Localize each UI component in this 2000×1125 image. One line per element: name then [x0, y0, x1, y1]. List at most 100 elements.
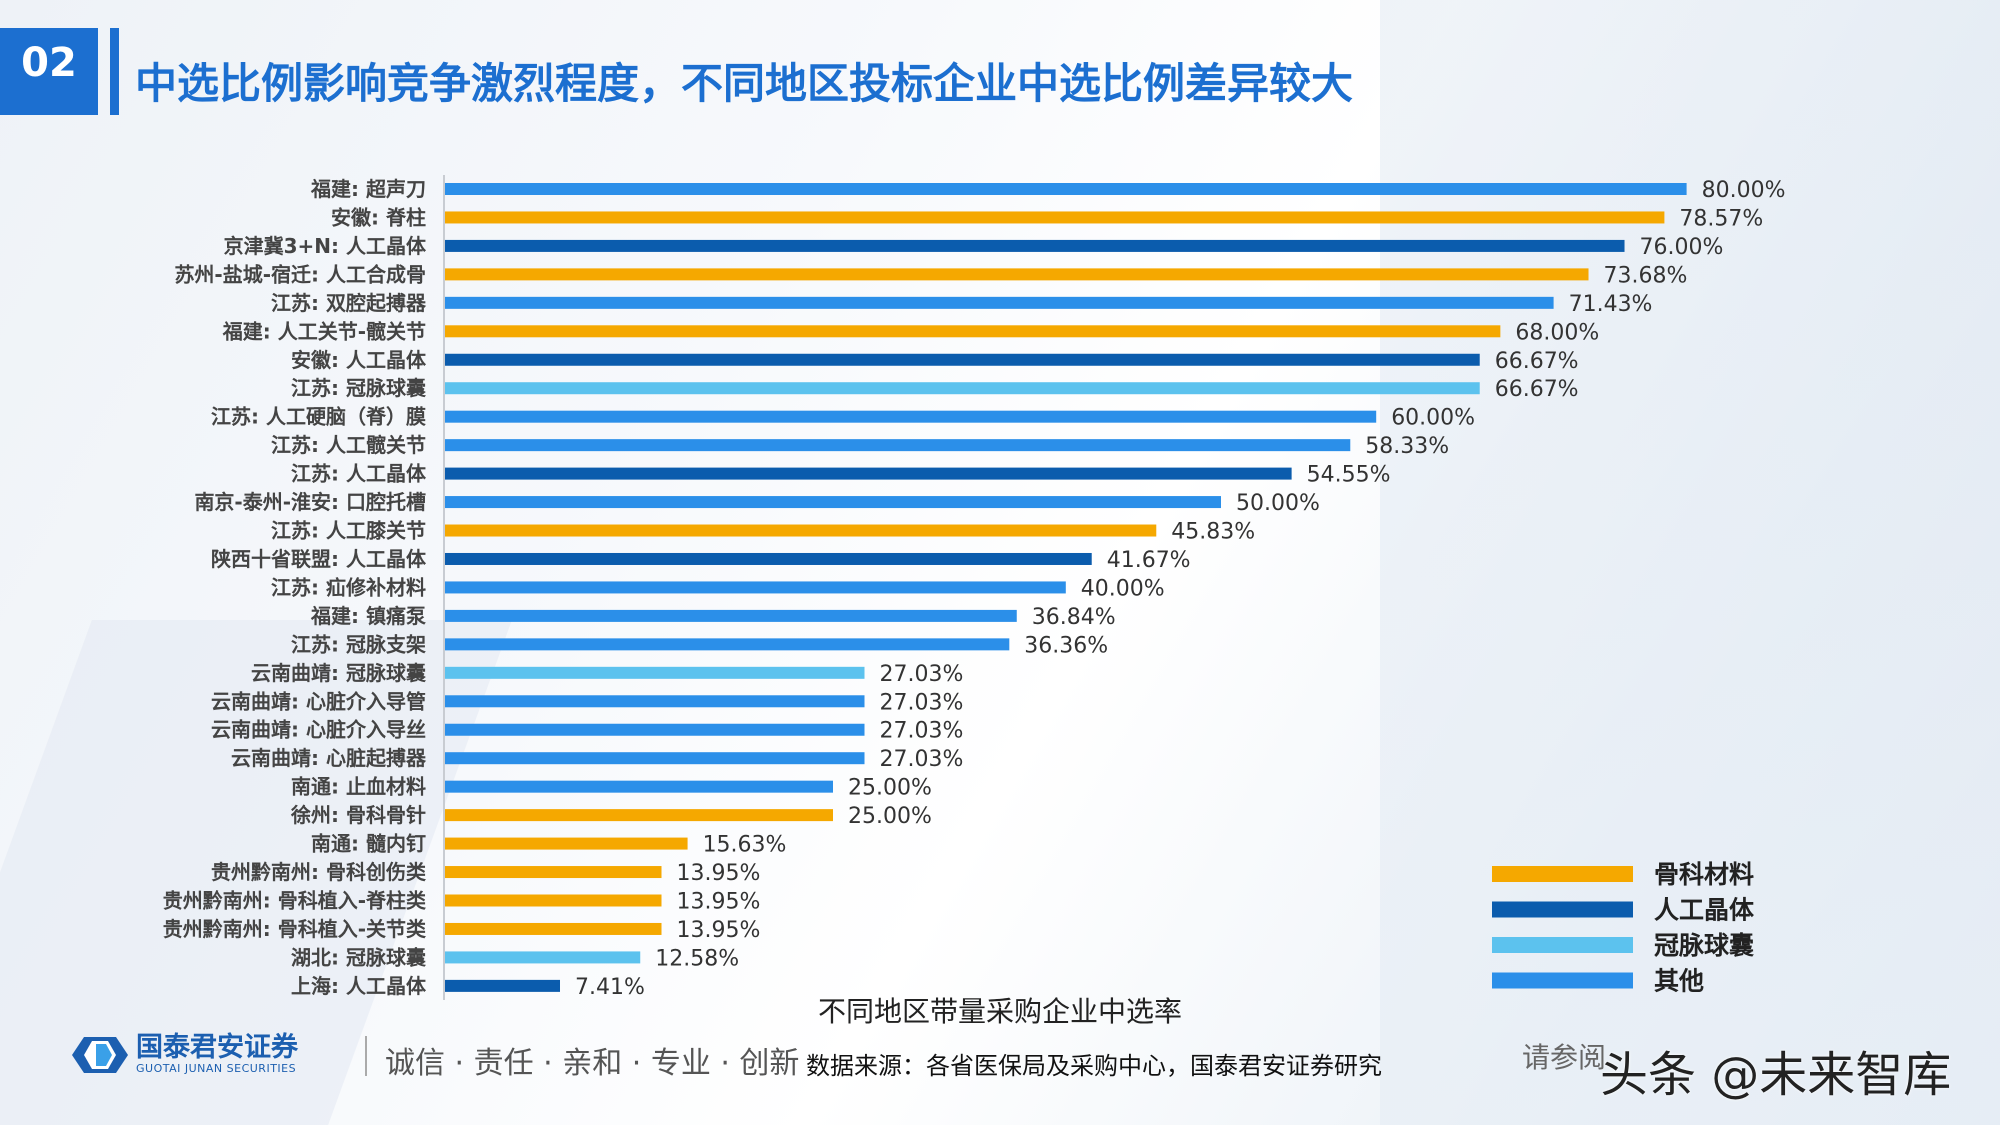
value-label: 80.00%: [1702, 178, 1786, 203]
value-label: 50.00%: [1236, 491, 1320, 516]
bar: [445, 552, 1092, 565]
category-label: 徐州: 骨科骨针: [290, 803, 426, 827]
bar: [445, 638, 1010, 651]
value-label: 66.67%: [1495, 349, 1579, 374]
category-label: 苏州-盐城-宿迁: 人工合成骨: [174, 262, 426, 286]
bar: [445, 183, 1687, 195]
bar: [445, 382, 1480, 395]
category-label: 贵州黔南州: 骨科植入-关节类: [163, 917, 426, 941]
bar: [445, 979, 561, 992]
page-title: 中选比例影响竞争激烈程度，不同地区投标企业中选比例差异较大: [135, 59, 1354, 108]
value-label: 45.83%: [1171, 520, 1255, 545]
value-label: 41.67%: [1107, 548, 1191, 573]
bar: [445, 809, 833, 822]
bar: [445, 780, 833, 793]
bar: [445, 894, 662, 907]
value-label: 25.00%: [848, 776, 932, 801]
category-label: 云南曲靖: 心脏介入导丝: [211, 718, 426, 742]
bar: [445, 752, 865, 765]
category-label: 云南曲靖: 心脏介入导管: [211, 689, 426, 713]
bar: [445, 325, 1501, 338]
value-label: 27.03%: [880, 690, 964, 715]
category-label: 福建: 超声刀: [310, 177, 426, 201]
value-label: 58.33%: [1365, 434, 1449, 459]
category-label: 贵州黔南州: 骨科植入-脊柱类: [163, 889, 426, 913]
bar: [445, 524, 1157, 537]
bar: [445, 410, 1377, 423]
value-label: 27.03%: [880, 747, 964, 772]
value-label: 71.43%: [1569, 292, 1653, 317]
bar: [445, 951, 641, 964]
category-label: 陕西十省联盟: 人工晶体: [211, 547, 427, 571]
category-label: 福建: 镇痛泵: [310, 604, 426, 628]
company-logo: 国泰君安证券 GUOTAI JUNAN SECURITIES: [70, 1034, 298, 1075]
legend-swatch: [1492, 937, 1633, 953]
category-label: 湖北: 冠脉球囊: [291, 945, 426, 969]
value-label: 12.58%: [655, 946, 739, 971]
legend-label: 其他: [1654, 967, 1704, 996]
bar: [445, 467, 1292, 480]
value-label: 25.00%: [848, 804, 932, 829]
category-label: 云南曲靖: 心脏起搏器: [231, 746, 427, 770]
bar: [445, 581, 1066, 594]
value-label: 68.00%: [1515, 320, 1599, 345]
value-label: 27.03%: [880, 719, 964, 744]
value-label: 66.67%: [1495, 377, 1579, 402]
bar: [445, 723, 865, 736]
category-label: 江苏: 人工晶体: [291, 462, 427, 486]
category-label: 贵州黔南州: 骨科创伤类: [211, 860, 426, 884]
value-label: 36.36%: [1024, 633, 1108, 658]
legend-label: 骨科材料: [1654, 860, 1754, 889]
bar: [445, 439, 1351, 452]
value-label: 13.95%: [677, 890, 761, 915]
category-label: 江苏: 冠脉球囊: [291, 376, 426, 400]
category-label: 南通: 髓内钉: [311, 832, 426, 856]
category-label: 福建: 人工关节-髋关节: [222, 319, 426, 343]
legend-swatch: [1492, 901, 1633, 918]
company-motto: 诚信 · 责任 · 亲和 · 专业 · 创新: [385, 1046, 800, 1081]
bar: [445, 296, 1554, 309]
value-label: 78.57%: [1679, 206, 1763, 231]
bar: [445, 837, 688, 850]
category-label: 江苏: 双腔起搏器: [271, 291, 427, 315]
legend-swatch: [1492, 866, 1633, 882]
value-label: 36.84%: [1032, 605, 1116, 630]
category-label: 南京-泰州-淮安: 口腔托槽: [194, 490, 426, 514]
value-label: 40.00%: [1081, 576, 1165, 601]
value-label: 15.63%: [703, 833, 787, 858]
section-number: 02: [0, 28, 98, 115]
bar: [445, 268, 1589, 281]
category-label: 江苏: 冠脉支架: [291, 632, 426, 656]
value-label: 13.95%: [677, 918, 761, 943]
bar: [445, 211, 1665, 224]
value-label: 60.00%: [1391, 406, 1475, 431]
bar: [445, 666, 865, 679]
category-label: 南通: 止血材料: [291, 775, 426, 799]
category-label: 安徽: 人工晶体: [291, 348, 427, 372]
value-label: 54.55%: [1307, 463, 1391, 488]
chart-title-text: 不同地区带量采购企业中选率: [817, 995, 1182, 1028]
category-label: 京津冀3+N: 人工晶体: [224, 234, 427, 258]
bar: [445, 695, 865, 708]
legend-swatch: [1492, 972, 1633, 989]
chart-title: 不同地区带量采购企业中选率: [0, 990, 2000, 1030]
footer-divider: [365, 1036, 367, 1076]
value-label: 13.95%: [677, 861, 761, 886]
disclaimer: 请参阅: [1522, 1041, 1607, 1074]
watermark: 头条 @未来智库: [1600, 1047, 1952, 1103]
category-label: 江苏: 疝修补材料: [271, 575, 426, 599]
category-label: 安徽: 脊柱: [331, 205, 426, 229]
legend-label: 冠脉球囊: [1654, 931, 1754, 960]
bar: [445, 239, 1625, 252]
category-label: 云南曲靖: 冠脉球囊: [251, 661, 426, 685]
bar: [445, 922, 662, 935]
logo-icon: [72, 1036, 128, 1073]
value-label: 73.68%: [1604, 263, 1688, 288]
bar: [445, 353, 1480, 366]
bar: [445, 609, 1017, 622]
bar: [445, 496, 1221, 509]
value-label: 27.03%: [880, 662, 964, 687]
data-source: 数据来源：各省医保局及采购中心，国泰君安证券研究: [806, 1052, 1382, 1080]
category-label: 上海: 人工晶体: [291, 974, 427, 998]
